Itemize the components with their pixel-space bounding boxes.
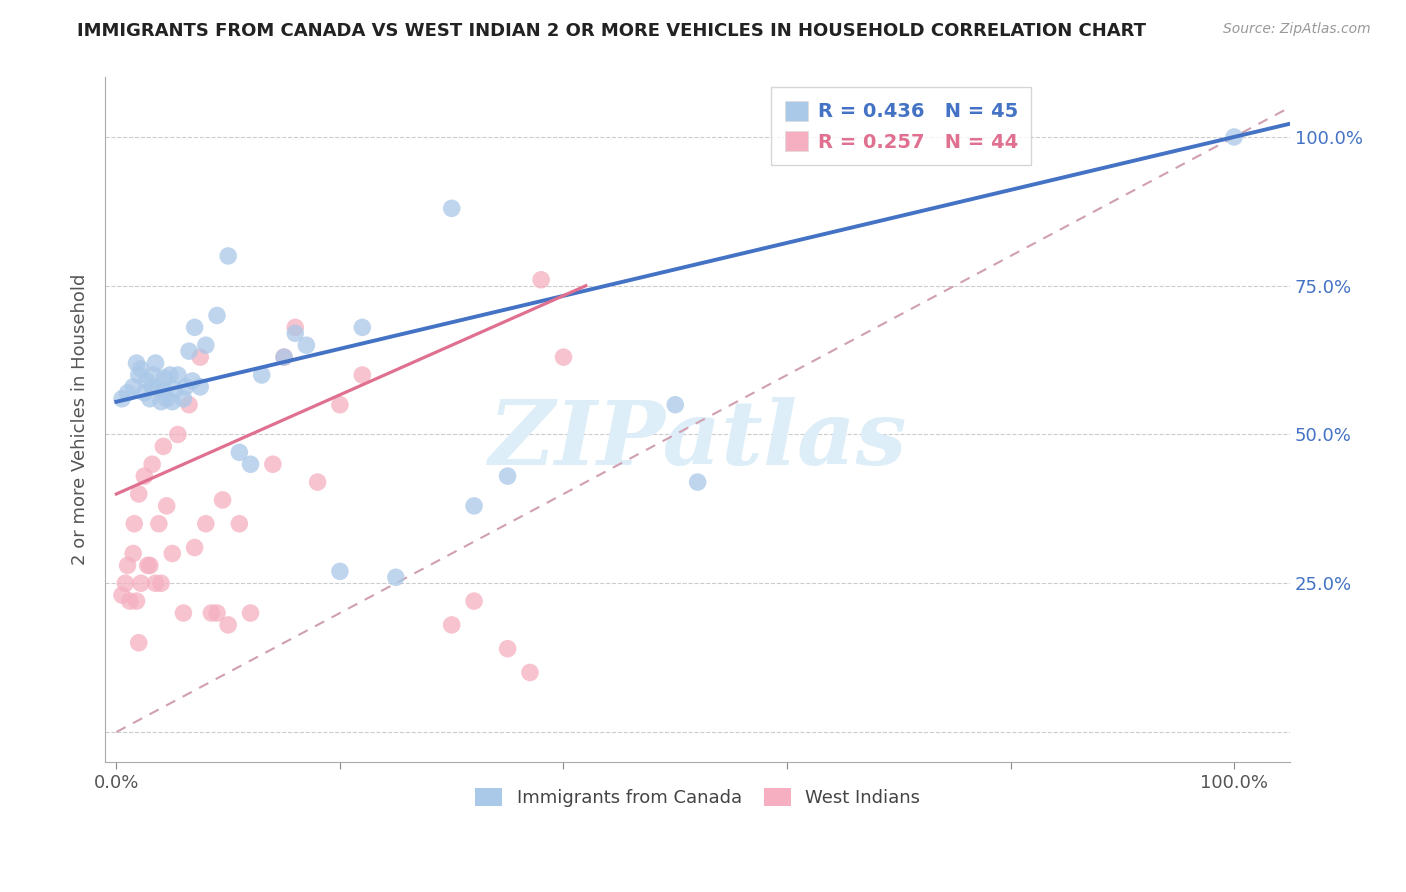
Point — [440, 618, 463, 632]
Point — [128, 636, 150, 650]
Point — [194, 516, 217, 531]
Point — [128, 487, 150, 501]
Point — [284, 326, 307, 341]
Point — [1223, 130, 1246, 145]
Point — [174, 380, 197, 394]
Point — [307, 475, 329, 489]
Point — [125, 594, 148, 608]
Point — [152, 439, 174, 453]
Text: Source: ZipAtlas.com: Source: ZipAtlas.com — [1223, 22, 1371, 37]
Point — [295, 338, 318, 352]
Point — [463, 594, 485, 608]
Point — [135, 374, 157, 388]
Point — [159, 368, 181, 382]
Point — [141, 380, 163, 394]
Point — [152, 383, 174, 397]
Point — [145, 356, 167, 370]
Point — [177, 398, 200, 412]
Point — [122, 380, 145, 394]
Point — [139, 392, 162, 406]
Point — [188, 380, 211, 394]
Point — [122, 547, 145, 561]
Point — [194, 338, 217, 352]
Point — [284, 320, 307, 334]
Point — [211, 492, 233, 507]
Point — [183, 320, 205, 334]
Point — [228, 445, 250, 459]
Point — [167, 427, 190, 442]
Point — [352, 368, 374, 382]
Point — [217, 618, 239, 632]
Point — [239, 457, 262, 471]
Point — [129, 576, 152, 591]
Point — [162, 547, 184, 561]
Point — [239, 606, 262, 620]
Point — [329, 565, 352, 579]
Point — [117, 385, 139, 400]
Point — [163, 383, 186, 397]
Point — [440, 202, 463, 216]
Point — [273, 350, 295, 364]
Point — [519, 665, 541, 680]
Point — [172, 392, 194, 406]
Point — [200, 606, 222, 620]
Point — [205, 309, 228, 323]
Point — [136, 558, 159, 573]
Point — [664, 398, 686, 412]
Point — [150, 394, 173, 409]
Point — [111, 588, 134, 602]
Point — [129, 362, 152, 376]
Legend: Immigrants from Canada, West Indians: Immigrants from Canada, West Indians — [468, 780, 928, 814]
Point — [148, 516, 170, 531]
Point — [273, 350, 295, 364]
Point — [153, 371, 176, 385]
Point — [128, 368, 150, 382]
Point — [125, 356, 148, 370]
Point — [352, 320, 374, 334]
Text: IMMIGRANTS FROM CANADA VS WEST INDIAN 2 OR MORE VEHICLES IN HOUSEHOLD CORRELATIO: IMMIGRANTS FROM CANADA VS WEST INDIAN 2 … — [77, 22, 1146, 40]
Point — [167, 368, 190, 382]
Point — [142, 368, 165, 382]
Point — [463, 499, 485, 513]
Point — [141, 457, 163, 471]
Point — [385, 570, 408, 584]
Point — [114, 576, 136, 591]
Point — [177, 344, 200, 359]
Point — [156, 392, 179, 406]
Point — [496, 641, 519, 656]
Point — [217, 249, 239, 263]
Point — [496, 469, 519, 483]
Point — [124, 516, 146, 531]
Point — [262, 457, 284, 471]
Point — [205, 606, 228, 620]
Point — [146, 380, 169, 394]
Point — [134, 469, 156, 483]
Point — [172, 606, 194, 620]
Y-axis label: 2 or more Vehicles in Household: 2 or more Vehicles in Household — [72, 274, 89, 566]
Point — [150, 576, 173, 591]
Point — [553, 350, 575, 364]
Point — [183, 541, 205, 555]
Point — [329, 398, 352, 412]
Point — [139, 558, 162, 573]
Point — [118, 594, 141, 608]
Point — [162, 394, 184, 409]
Point — [188, 350, 211, 364]
Point — [156, 499, 179, 513]
Point — [686, 475, 709, 489]
Point — [111, 392, 134, 406]
Text: ZIPatlas: ZIPatlas — [489, 397, 907, 483]
Point — [228, 516, 250, 531]
Point — [181, 374, 204, 388]
Point — [117, 558, 139, 573]
Point — [145, 576, 167, 591]
Point — [530, 273, 553, 287]
Point — [250, 368, 273, 382]
Point — [134, 385, 156, 400]
